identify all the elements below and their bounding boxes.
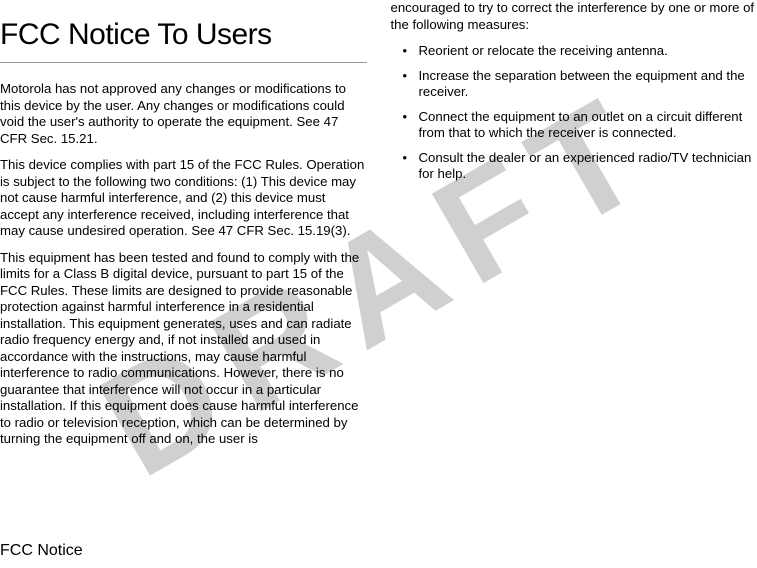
body-paragraph: This device complies with part 15 of the…: [0, 157, 367, 240]
body-paragraph: encouraged to try to correct the interfe…: [391, 0, 757, 33]
measures-list: Reorient or relocate the receiving anten…: [391, 43, 757, 183]
body-paragraph: Motorola has not approved any changes or…: [0, 81, 367, 147]
page-content: FCC Notice To Users Motorola has not app…: [0, 0, 757, 568]
list-item: Reorient or relocate the receiving anten…: [419, 43, 757, 60]
title-rule: [0, 62, 367, 63]
body-paragraph: This equipment has been tested and found…: [0, 250, 367, 448]
page-title: FCC Notice To Users: [0, 18, 367, 52]
left-column: FCC Notice To Users Motorola has not app…: [0, 0, 379, 568]
list-item: Connect the equipment to an outlet on a …: [419, 109, 757, 142]
list-item: Increase the separation between the equi…: [419, 68, 757, 101]
list-item: Consult the dealer or an experienced rad…: [419, 150, 757, 183]
right-column: encouraged to try to correct the interfe…: [379, 0, 757, 568]
